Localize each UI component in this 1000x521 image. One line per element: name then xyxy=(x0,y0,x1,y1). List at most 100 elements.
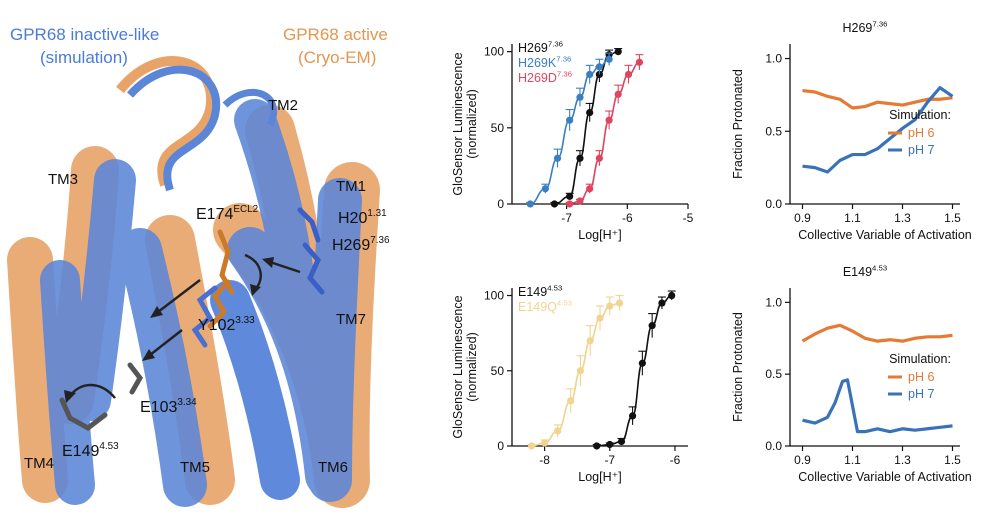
x-tick-label: 0.9 xyxy=(794,453,811,467)
inactive-title-line1: GPR68 inactive-like xyxy=(10,25,159,44)
data-point xyxy=(586,185,594,193)
tm-label-tm6: TM6 xyxy=(318,459,348,476)
series-ph-6 xyxy=(802,88,953,110)
arrowhead-y102 xyxy=(150,306,163,318)
data-point xyxy=(615,299,624,307)
y-tick-label: 0.5 xyxy=(765,367,782,381)
arrowhead-h269 xyxy=(262,257,274,268)
legend-label: H269D7.36 xyxy=(518,69,572,85)
legend: Simulation: pH 6 pH 7 xyxy=(888,352,951,401)
arrowhead-tm5 xyxy=(142,349,155,361)
data-point xyxy=(606,440,614,449)
x-tick-label: -7 xyxy=(604,453,615,467)
residue-e174-label: E174ECL2 xyxy=(196,204,259,223)
data-point xyxy=(550,200,559,208)
data-point xyxy=(566,192,574,200)
legend-label: E149Q4.53 xyxy=(518,298,572,314)
data-point xyxy=(635,58,644,66)
series-e149q xyxy=(527,294,624,450)
active-title-line2: (Cryo-EM) xyxy=(298,48,376,67)
structure-panel: GPR68 inactive-like (simulation) GPR68 a… xyxy=(7,25,390,508)
x-tick-label: 1.3 xyxy=(894,211,911,225)
series-line xyxy=(802,86,954,174)
y-tick-label: 50 xyxy=(491,364,505,378)
x-tick-label: 1.1 xyxy=(844,453,861,467)
data-point xyxy=(586,70,594,79)
y-tick-label: 0 xyxy=(497,439,504,453)
ecl2-loop-active xyxy=(116,56,217,187)
legend-title: Simulation: xyxy=(889,108,951,122)
y102-sticks-active xyxy=(207,279,231,329)
data-point xyxy=(586,108,594,117)
series-line xyxy=(802,378,953,434)
x-tick-label: -8 xyxy=(539,453,550,467)
data-point xyxy=(576,93,584,101)
arrow-tm5 xyxy=(149,329,183,356)
arrow-h269 xyxy=(269,260,301,274)
e149-sticks xyxy=(59,397,108,431)
y-tick-label: 0.0 xyxy=(765,439,782,453)
tm-label-tm7: TM7 xyxy=(336,311,366,328)
residue-e103-label: E1033.34 xyxy=(140,397,197,416)
chart-title: H2697.36 xyxy=(843,19,888,35)
x-tick-label: -6 xyxy=(670,453,681,467)
chart-title: E1494.53 xyxy=(843,263,887,279)
chart-3: 0 50 100 -8 -7 -6 Log[H⁺] GloSensor Luminescenc… xyxy=(451,283,688,484)
series-h269d xyxy=(565,54,644,208)
y-tick-label: 0.5 xyxy=(765,124,782,138)
series-ph-6 xyxy=(801,323,953,343)
series-ph-7 xyxy=(802,86,954,174)
residue-h20-label: H201.31 xyxy=(338,208,387,227)
data-point xyxy=(595,63,603,71)
legend-label: H2697.36 xyxy=(518,39,563,55)
helix-tm3-inactive xyxy=(69,159,136,421)
y102-sticks xyxy=(191,285,218,348)
y-tick-label: 0.0 xyxy=(765,197,782,211)
legend-label: pH 7 xyxy=(908,143,934,157)
y-axis-label: Fraction Protonated xyxy=(731,69,745,179)
active-title-line1: GPR68 active xyxy=(283,25,388,44)
data-point xyxy=(614,90,622,98)
helix-tm5-active xyxy=(145,215,235,505)
fit-curve xyxy=(531,302,620,447)
legend-label: pH 7 xyxy=(908,387,934,401)
x-tick-label: 1.5 xyxy=(944,453,961,467)
legend-label: pH 6 xyxy=(908,126,934,140)
ecl-loop-right xyxy=(222,88,278,127)
data-point xyxy=(668,291,676,300)
arrowhead-e149 xyxy=(64,390,76,403)
tm-label-tm1: TM1 xyxy=(336,178,366,195)
series-line xyxy=(801,323,953,343)
x-tick-label: -5 xyxy=(683,211,694,225)
data-point xyxy=(527,442,536,450)
x-axis-label: Log[H⁺] xyxy=(578,470,621,484)
data-point xyxy=(576,197,584,205)
legend-label: E1494.53 xyxy=(518,283,562,299)
inactive-title-line2: (simulation) xyxy=(40,48,128,67)
tm-label-tm5: TM5 xyxy=(180,459,210,476)
tm-label-tm4: TM4 xyxy=(24,455,54,472)
tm-label-tm3: TM3 xyxy=(48,171,78,188)
helix-tm6-inactive xyxy=(227,227,351,498)
arrow-y102 xyxy=(157,279,201,313)
y-axis-label-line2: (normalized) xyxy=(465,332,479,401)
data-point xyxy=(624,70,633,79)
y-tick-label: 0 xyxy=(497,197,504,211)
x-axis-label: Collective Variable of Activation xyxy=(798,228,972,242)
data-point xyxy=(605,55,613,63)
y-tick-label: 100 xyxy=(484,45,504,59)
data-point xyxy=(553,154,562,162)
data-point xyxy=(593,442,601,450)
chart-1: 0 50 100 -7 -6 -5 Log[H⁺] GloSensor Luminescenc… xyxy=(451,39,694,242)
ecl-loops xyxy=(116,56,278,192)
tm-label-tm2: TM2 xyxy=(268,97,298,114)
series-e149 xyxy=(592,290,676,450)
data-point xyxy=(554,427,562,435)
data-point xyxy=(596,314,604,322)
data-point xyxy=(638,359,646,367)
y-axis-label-line2: (normalized) xyxy=(465,89,479,158)
x-tick-label: 1.1 xyxy=(844,211,861,225)
